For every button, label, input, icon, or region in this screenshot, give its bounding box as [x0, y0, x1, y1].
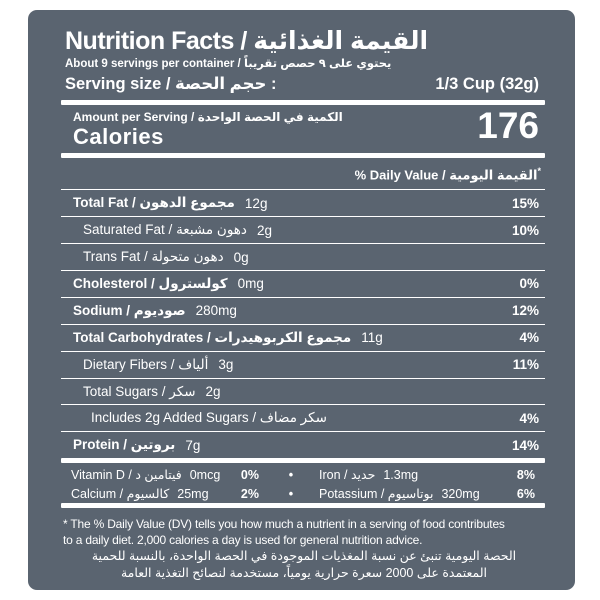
nutrient-amount: 0g: [233, 249, 249, 265]
micronutrient-row-vitamin-d-iron: Vitamin D / فيتامين د 0mcg 0% • Iron / ح…: [61, 465, 545, 484]
nutrient-daily-value: 12%: [511, 303, 539, 319]
footnote: * The % Daily Value (DV) tells you how m…: [61, 516, 545, 582]
footnote-arabic-line2: المعتمدة على 2000 سعرة حرارية يومياً، مس…: [120, 566, 487, 581]
divider-thick-bottom: [61, 503, 545, 509]
nutrient-row-protein: Protein / بروتين 7g 14%: [61, 431, 545, 458]
nutrient-daily-value: 15%: [511, 195, 539, 211]
micronutrient-label: Potassium / بوتاسيوم: [319, 487, 434, 502]
panel-title: Nutrition Facts / القيمة الغذائية: [65, 27, 429, 55]
bullet-separator: •: [288, 467, 294, 482]
micronutrient-cell: Calcium / كالسيوم 25mg 2%: [71, 486, 263, 502]
nutrient-table: Total Fat / مجموع الدهون 12g 15% Saturat…: [61, 189, 545, 458]
divider-thick-micros-top: [61, 458, 545, 464]
nutrient-label: Sodium / صوديوم: [73, 302, 186, 318]
micronutrient-table: Vitamin D / فيتامين د 0mcg 0% • Iron / ح…: [61, 465, 545, 503]
nutrient-row-trans-fat: Trans Fat / دهون متحولة 0g: [61, 243, 545, 270]
nutrient-amount: 0mg: [237, 276, 264, 292]
micronutrient-label: Calcium / كالسيوم: [71, 487, 170, 502]
micronutrient-cell: Iron / حديد 1.3mg 8%: [319, 467, 539, 483]
micronutrient-daily-value: 2%: [240, 486, 259, 501]
nutrient-row-total-sugars: Total Sugars / سكر 2g: [61, 377, 545, 405]
micronutrient-row-calcium-potassium: Calcium / كالسيوم 25mg 2% • Potassium / …: [61, 484, 545, 503]
footnote-english-line1: * The % Daily Value (DV) tells you how m…: [63, 517, 505, 532]
micronutrient-cell: Vitamin D / فيتامين د 0mcg 0%: [71, 467, 263, 483]
nutrient-row-added-sugars: Includes 2g Added Sugars / سكر مضاف 4%: [61, 404, 545, 431]
nutrient-label: Includes 2g Added Sugars / سكر مضاف: [91, 410, 327, 426]
micronutrient-cell: Potassium / بوتاسيوم 320mg 6%: [319, 486, 539, 502]
calories-value: 176: [477, 105, 539, 146]
calories-block: Amount per Serving / الكمية في الحصة الو…: [61, 106, 545, 150]
micronutrient-amount: 25mg: [177, 486, 209, 501]
daily-value-header-text: % Daily Value / القيمة اليومية: [354, 167, 538, 183]
panel-content: Nutrition Facts / القيمة الغذائية About …: [61, 10, 545, 582]
micronutrient-label: Iron / حديد: [319, 468, 376, 483]
serving-size-value: 1/3 Cup (32g): [435, 75, 539, 93]
nutrient-amount: 11g: [361, 330, 383, 346]
nutrient-daily-value: 4%: [519, 410, 539, 426]
daily-value-header: % Daily Value / القيمة اليومية*: [61, 163, 545, 183]
nutrient-row-saturated-fat: Saturated Fat / دهون مشبعة 2g 10%: [61, 216, 545, 243]
divider-thick-calories: [61, 153, 545, 158]
nutrient-label: Total Sugars / سكر: [83, 383, 196, 399]
micronutrient-daily-value: 0%: [240, 467, 259, 482]
footnote-arabic-line1: الحصة اليومية تنبئ عن نسبة المغذيات المو…: [91, 549, 517, 564]
nutrient-amount: 2g: [256, 222, 272, 238]
servings-per-container: About 9 servings per container / يحتوي ع…: [65, 58, 392, 70]
serving-size-label: Serving size / حجم الحصة :: [65, 75, 277, 93]
nutrient-daily-value: 11%: [512, 357, 539, 373]
nutrient-label: Cholesterol / كولسترول: [73, 275, 228, 291]
nutrient-daily-value: 10%: [511, 222, 539, 238]
daily-value-asterisk: *: [537, 166, 541, 176]
footnote-english-line2: to a daily diet. 2,000 calories a day is…: [63, 533, 423, 548]
nutrient-amount: 7g: [185, 437, 201, 453]
micronutrient-amount: 320mg: [441, 486, 480, 501]
micronutrient-daily-value: 8%: [516, 467, 535, 482]
nutrient-row-sodium: Sodium / صوديوم 280mg 12%: [61, 296, 545, 324]
amount-per-serving-label: Amount per Serving / الكمية في الحصة الو…: [73, 110, 343, 124]
nutrient-amount: 280mg: [195, 303, 237, 319]
micronutrient-amount: 0mcg: [189, 467, 221, 482]
nutrition-facts-panel: Nutrition Facts / القيمة الغذائية About …: [28, 10, 575, 590]
calories-label: Calories: [73, 124, 164, 149]
nutrient-row-total-fat: Total Fat / مجموع الدهون 12g 15%: [61, 189, 545, 216]
nutrient-label: Total Carbohydrates / مجموع الكربوهيدرات: [73, 329, 352, 345]
nutrient-amount: 2g: [205, 384, 221, 399]
nutrient-amount: 3g: [218, 357, 234, 373]
nutrient-row-cholesterol: Cholesterol / كولسترول 0mg 0%: [61, 270, 545, 297]
nutrient-label: Trans Fat / دهون متحولة: [83, 249, 224, 265]
nutrient-amount: 12g: [244, 195, 268, 211]
nutrient-label: Dietary Fibers / ألياف: [83, 356, 209, 372]
nutrient-daily-value: 4%: [519, 330, 539, 346]
nutrient-row-total-carbohydrates: Total Carbohydrates / مجموع الكربوهيدرات…: [61, 323, 545, 351]
nutrient-daily-value: 0%: [519, 276, 539, 292]
nutrient-row-dietary-fibers: Dietary Fibers / ألياف 3g 11%: [61, 350, 545, 378]
micronutrient-amount: 1.3mg: [383, 467, 419, 482]
micronutrient-daily-value: 6%: [516, 486, 535, 501]
bullet-separator: •: [288, 486, 294, 501]
nutrient-label: Saturated Fat / دهون مشبعة: [83, 222, 247, 238]
micronutrient-label: Vitamin D / فيتامين د: [71, 468, 182, 483]
nutrient-daily-value: 14%: [511, 437, 539, 453]
serving-size-row: Serving size / حجم الحصة : 1/3 Cup (32g): [61, 74, 545, 94]
divider-thick-top: [61, 100, 545, 105]
nutrient-label: Protein / بروتين: [73, 437, 176, 453]
nutrient-label: Total Fat / مجموع الدهون: [73, 195, 235, 211]
